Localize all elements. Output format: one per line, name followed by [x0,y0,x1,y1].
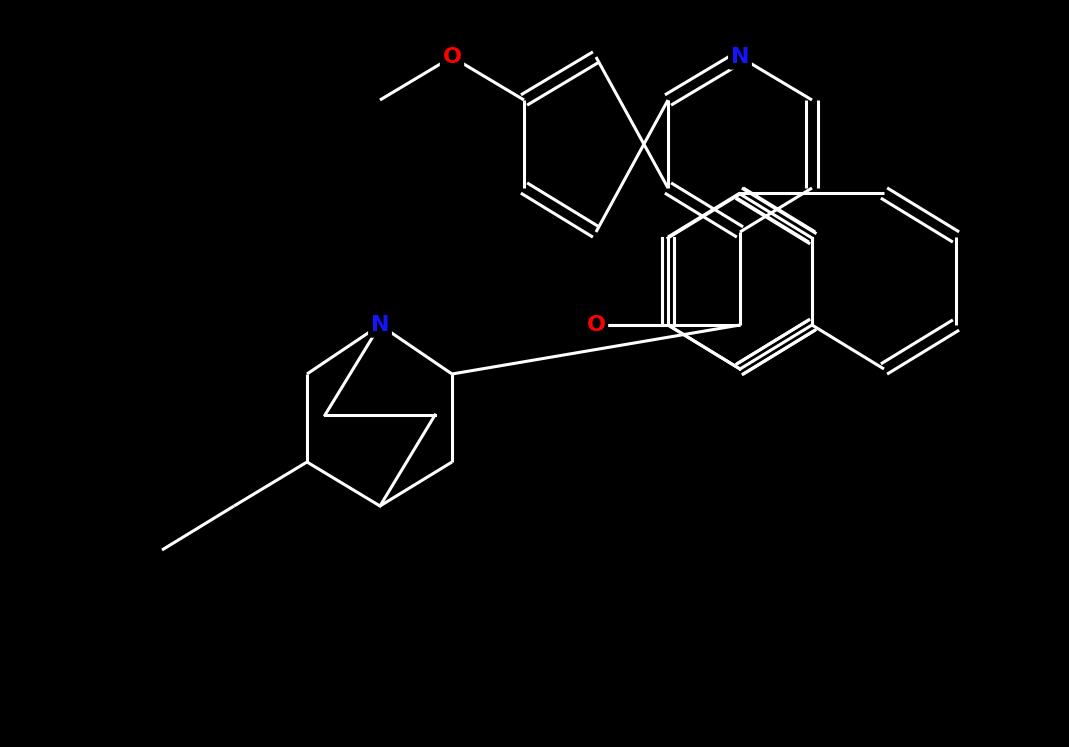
Text: O: O [443,47,462,67]
Text: N: N [371,315,389,335]
Text: O: O [587,315,605,335]
Text: N: N [731,47,749,67]
